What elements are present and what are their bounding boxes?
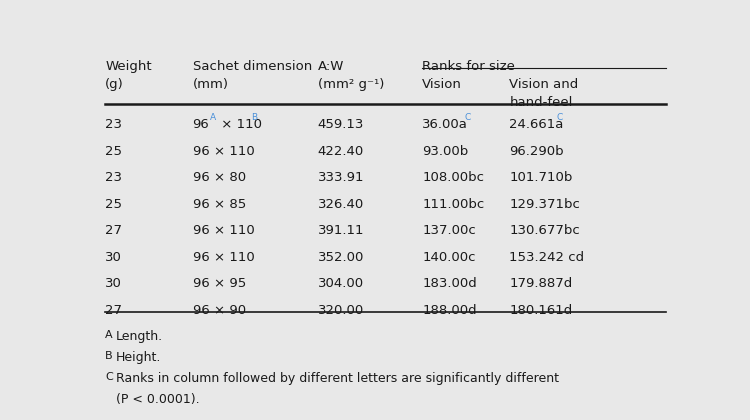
Text: 130.677bc: 130.677bc — [509, 224, 580, 237]
Text: × 110: × 110 — [217, 118, 262, 131]
Text: 96 × 90: 96 × 90 — [193, 304, 246, 317]
Text: 153.242 cd: 153.242 cd — [509, 251, 584, 264]
Text: 188.00d: 188.00d — [422, 304, 477, 317]
Text: 23: 23 — [105, 171, 122, 184]
Text: 30: 30 — [105, 278, 122, 290]
Text: Ranks in column followed by different letters are significantly different: Ranks in column followed by different le… — [116, 372, 559, 385]
Text: Vision: Vision — [422, 78, 462, 91]
Text: (g): (g) — [105, 78, 125, 91]
Text: (mm): (mm) — [193, 78, 229, 91]
Text: 140.00c: 140.00c — [422, 251, 476, 264]
Text: C: C — [556, 113, 562, 122]
Text: 101.710b: 101.710b — [509, 171, 573, 184]
Text: 180.161d: 180.161d — [509, 304, 572, 317]
Text: 129.371bc: 129.371bc — [509, 198, 580, 211]
Text: 25: 25 — [105, 145, 122, 158]
Text: Height.: Height. — [116, 351, 161, 364]
Text: 179.887d: 179.887d — [509, 278, 572, 290]
Text: (P < 0.0001).: (P < 0.0001). — [116, 393, 200, 406]
Text: 137.00c: 137.00c — [422, 224, 476, 237]
Text: A: A — [105, 330, 113, 340]
Text: Weight: Weight — [105, 60, 152, 73]
Text: 36.00a: 36.00a — [422, 118, 468, 131]
Text: C: C — [464, 113, 470, 122]
Text: 96 × 110: 96 × 110 — [193, 145, 254, 158]
Text: 24.661a: 24.661a — [509, 118, 564, 131]
Text: B: B — [105, 351, 113, 361]
Text: 96 × 110: 96 × 110 — [193, 224, 254, 237]
Text: 96 × 85: 96 × 85 — [193, 198, 246, 211]
Text: 111.00bc: 111.00bc — [422, 198, 484, 211]
Text: C: C — [105, 372, 113, 382]
Text: 27: 27 — [105, 224, 122, 237]
Text: 391.11: 391.11 — [317, 224, 364, 237]
Text: 459.13: 459.13 — [317, 118, 364, 131]
Text: 333.91: 333.91 — [317, 171, 364, 184]
Text: 352.00: 352.00 — [317, 251, 364, 264]
Text: 25: 25 — [105, 198, 122, 211]
Text: 96 × 95: 96 × 95 — [193, 278, 246, 290]
Text: 96.290b: 96.290b — [509, 145, 564, 158]
Text: 320.00: 320.00 — [317, 304, 364, 317]
Text: 108.00bc: 108.00bc — [422, 171, 484, 184]
Text: hand-feel: hand-feel — [509, 96, 573, 109]
Text: Sachet dimension: Sachet dimension — [193, 60, 312, 73]
Text: A:W: A:W — [317, 60, 344, 73]
Text: 96 × 80: 96 × 80 — [193, 171, 246, 184]
Text: Length.: Length. — [116, 330, 163, 343]
Text: 422.40: 422.40 — [317, 145, 364, 158]
Text: 93.00b: 93.00b — [422, 145, 469, 158]
Text: 30: 30 — [105, 251, 122, 264]
Text: Ranks for size: Ranks for size — [422, 60, 515, 73]
Text: 96: 96 — [193, 118, 209, 131]
Text: 326.40: 326.40 — [317, 198, 364, 211]
Text: B: B — [251, 113, 257, 122]
Text: 27: 27 — [105, 304, 122, 317]
Text: 23: 23 — [105, 118, 122, 131]
Text: 96 × 110: 96 × 110 — [193, 251, 254, 264]
Text: 304.00: 304.00 — [317, 278, 364, 290]
Text: Vision and: Vision and — [509, 78, 578, 91]
Text: 183.00d: 183.00d — [422, 278, 477, 290]
Text: A: A — [210, 113, 216, 122]
Text: (mm² g⁻¹): (mm² g⁻¹) — [317, 78, 384, 91]
